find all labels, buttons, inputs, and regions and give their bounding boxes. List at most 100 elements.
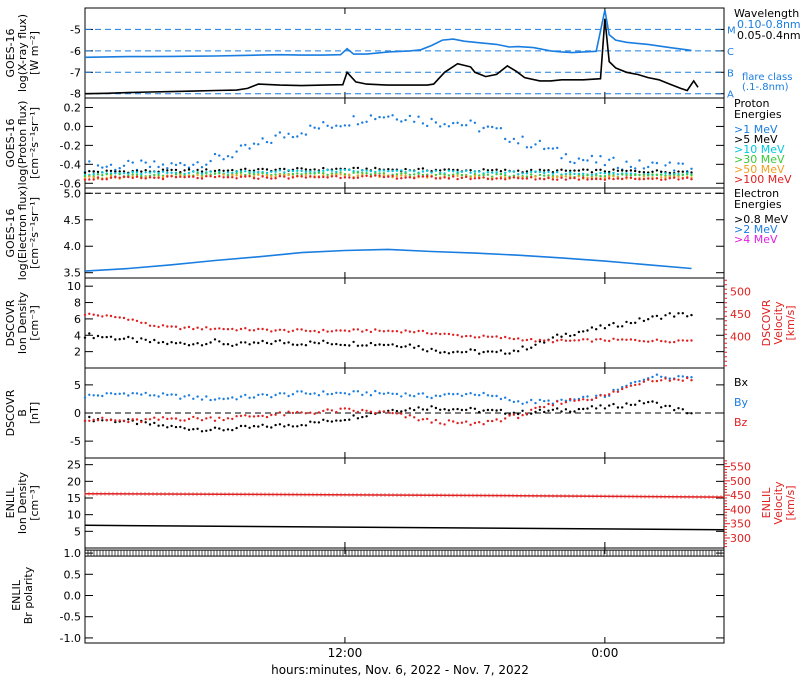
proton-point-100MeV [664,178,667,181]
proton-point-5MeV [365,167,368,170]
dscovr_density-point-IonDensity [309,340,312,343]
proton-y-tick-label: 0.2 [64,101,82,114]
proton-point-100MeV [348,176,351,179]
proton-point-10MeV [343,168,347,171]
electron-y-title-line: GOES-16 [4,208,17,257]
dscovr_b-point-Bx [482,409,485,412]
proton-point-100MeV [512,176,516,179]
proton-point-1MeV [499,127,503,130]
dscovr_b-point-By [278,392,282,395]
proton-point-100MeV [551,178,555,181]
proton-point-30MeV [343,173,347,176]
dscovr_b-point-Bx [486,408,490,412]
proton-point-5MeV [651,170,654,173]
proton-point-1MeV [504,137,507,141]
proton-point-100MeV [521,177,524,180]
proton-point-5MeV [599,168,602,171]
dscovr_density-point-Velocity [170,325,173,328]
proton-point-1MeV [313,126,316,129]
proton-point-30MeV [569,173,572,176]
electron-y-title-line: [cm⁻²s⁻¹sr⁻¹] [28,197,41,269]
dscovr_b-point-By [512,400,516,404]
dscovr_b-point-Bz [304,412,308,415]
dscovr_b-point-Bx [677,407,680,410]
proton-point-100MeV [213,175,217,179]
proton-point-5MeV [304,168,308,171]
dscovr_b-point-By [144,391,147,395]
dscovr_b-point-By [209,398,212,402]
dscovr_density-point-IonDensity [322,339,325,342]
xray-legend-footer: (.1-.8nm) [742,82,789,93]
proton-point-30MeV [395,173,399,176]
dscovr_b-point-Bz [226,417,230,420]
dscovr_density-point-IonDensity [452,351,455,354]
proton-point-5MeV [166,169,169,172]
proton-point-10MeV [382,169,386,172]
dscovr_b-point-Bx [668,404,671,408]
dscovr_b-point-By [326,393,329,396]
dscovr_b-point-Bz [599,394,602,397]
dscovr_density-point-Velocity [391,330,394,333]
xray-flare-class-label: B [727,68,734,79]
proton-point-10MeV [569,171,572,174]
dscovr_density-point-IonDensity [473,348,477,352]
proton-point-10MeV [426,169,429,172]
dscovr_b-point-Bz [343,407,347,410]
proton-point-10MeV [348,168,351,172]
dscovr_density-point-Velocity [686,339,689,342]
dscovr_b-point-Bx [161,424,165,427]
proton-point-1MeV [439,125,442,128]
dscovr_b-point-Bx [174,425,178,429]
proton-point-10MeV [551,172,555,175]
proton-point-1MeV [582,158,585,162]
enlil_density-frame [84,457,725,549]
dscovr_b-point-Bx [621,406,624,409]
proton-point-5MeV [564,169,568,172]
dscovr_b-point-By [127,394,130,397]
proton-point-100MeV [586,178,589,181]
dscovr_density-point-IonDensity [92,336,95,340]
dscovr_density-point-Velocity [473,336,477,339]
dscovr_density-point-Velocity [603,339,607,342]
proton-point-100MeV [465,175,468,179]
dscovr_b-point-Bz [651,380,654,383]
dscovr_density-point-IonDensity [686,315,689,318]
proton-point-100MeV [122,175,126,178]
proton-point-30MeV [538,173,542,177]
proton-point-5MeV [118,170,121,173]
dscovr_b-point-Bz [621,387,624,391]
proton-point-1MeV [144,161,147,164]
proton-y-tick-label: -0.2 [60,139,81,152]
proton-point-10MeV [391,169,394,173]
dscovr_density-point-Velocity [395,330,399,333]
proton-point-10MeV [413,170,416,173]
dscovr_density-point-IonDensity [660,317,663,320]
dscovr_density-point-Velocity [499,336,503,340]
dscovr_density-point-IonDensity [313,341,316,344]
dscovr_b-point-Bz [573,399,576,402]
proton-point-10MeV [170,171,173,174]
proton-point-100MeV [673,176,676,179]
dscovr_b-point-Bx [569,410,572,413]
proton-point-1MeV [573,161,576,165]
proton-point-10MeV [114,172,117,175]
dscovr_b-point-Bz [690,379,693,382]
dscovr_density-point-Velocity [439,332,442,336]
proton-point-1MeV [348,124,351,127]
proton-point-1MeV [291,135,295,139]
proton-point-30MeV [196,171,199,175]
proton-point-1MeV [239,144,243,147]
proton-point-100MeV [144,177,147,180]
proton-point-50MeV [382,173,386,177]
proton-point-100MeV [625,176,628,179]
dscovr_density-point-Velocity [213,327,217,330]
proton-point-100MeV [616,177,620,180]
proton-point-1MeV [473,121,477,125]
proton-point-5MeV [231,168,234,172]
dscovr_density-point-Velocity [222,327,225,331]
proton-point-5MeV [595,168,598,172]
dscovr_density-point-Velocity [361,330,364,333]
dscovr_density-point-Velocity [573,339,576,342]
dscovr_b-point-Bz [83,419,87,422]
proton-point-30MeV [681,173,684,176]
